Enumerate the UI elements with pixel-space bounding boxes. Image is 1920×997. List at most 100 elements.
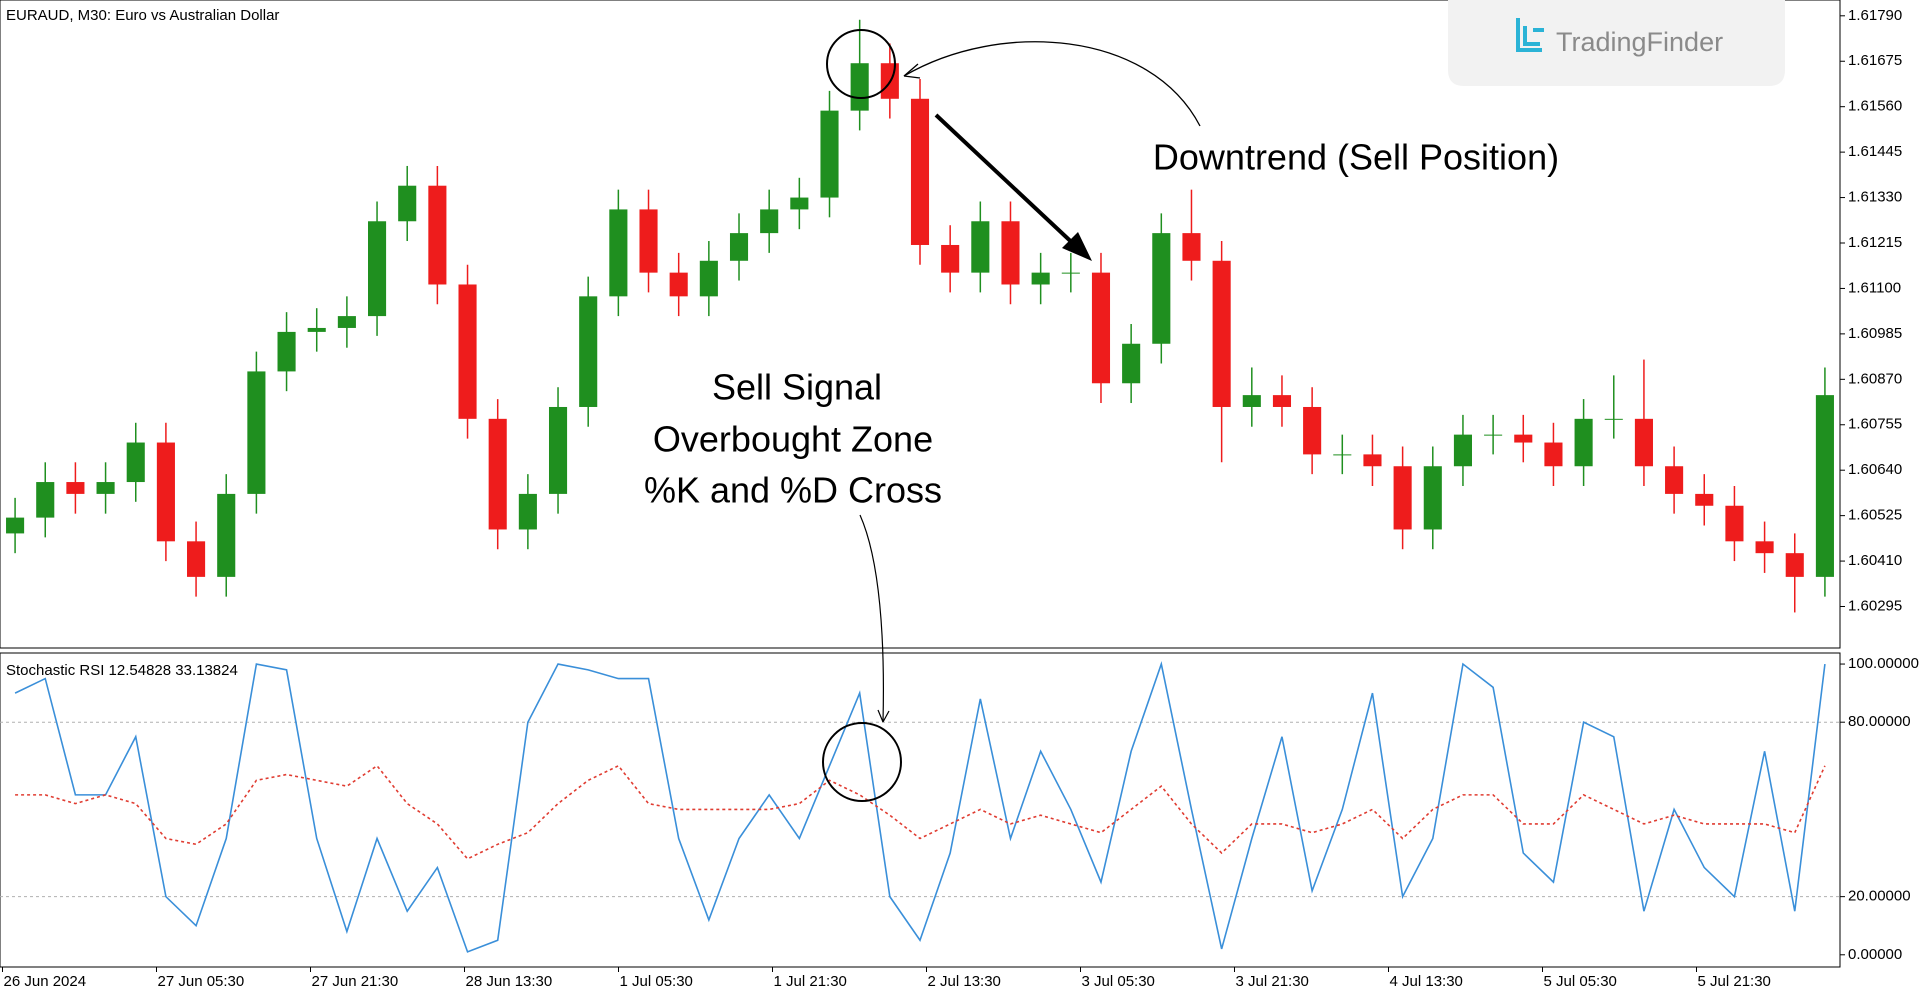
candle-body bbox=[910, 98, 930, 245]
candle-body bbox=[1333, 454, 1352, 456]
candle-body bbox=[398, 185, 417, 222]
x-tick-label: 1 Jul 21:30 bbox=[774, 973, 847, 990]
candle-body bbox=[307, 327, 326, 332]
candle-body bbox=[1815, 395, 1834, 577]
y-tick-label: 1.61675 bbox=[1848, 52, 1902, 69]
marks: 1.61790 1.61675 1.61560 1.61445 1.61330 1.612… bbox=[0, 7, 1919, 990]
annotation: Overbought Zone bbox=[653, 419, 933, 460]
x-tick-label: 5 Jul 21:30 bbox=[1698, 973, 1771, 990]
candle-body bbox=[1001, 221, 1020, 285]
candle-body bbox=[850, 63, 869, 111]
candle-body bbox=[1695, 493, 1714, 506]
y-tick-label: 1.60985 bbox=[1848, 325, 1902, 342]
y-tick-label: 1.61215 bbox=[1848, 234, 1902, 251]
candle-body bbox=[1514, 434, 1533, 443]
candle-body bbox=[247, 371, 266, 494]
watermark-text: TradingFinder bbox=[1556, 27, 1723, 57]
candle-body bbox=[699, 260, 718, 297]
candle-body bbox=[669, 272, 688, 297]
candle-body bbox=[337, 316, 356, 328]
candle-body bbox=[96, 482, 115, 494]
candle-body bbox=[548, 406, 568, 494]
candle-body bbox=[1061, 272, 1080, 274]
trend-arrow bbox=[934, 113, 1082, 252]
y-tick-label: 1.60525 bbox=[1848, 507, 1902, 524]
candle-body bbox=[488, 418, 507, 530]
indicator-line bbox=[14, 661, 1826, 953]
y-tick-label: 1.60640 bbox=[1848, 461, 1902, 478]
price-title: EURAUD, M30: Euro vs Australian Dollar bbox=[6, 7, 279, 24]
candle-body bbox=[1544, 442, 1563, 467]
candle-body bbox=[1152, 233, 1171, 344]
candle-body bbox=[1604, 418, 1623, 420]
candle-body bbox=[1272, 395, 1292, 407]
x-tick-label: 27 Jun 05:30 bbox=[158, 973, 245, 990]
candle-body bbox=[1574, 418, 1593, 467]
y-tick-label: 1.60295 bbox=[1848, 597, 1902, 614]
y-tick-label: 1.60755 bbox=[1848, 416, 1902, 433]
candle-body bbox=[277, 331, 296, 372]
candle-body bbox=[729, 233, 749, 261]
candle-body bbox=[66, 482, 85, 494]
candle-body bbox=[1031, 272, 1050, 285]
candle-body bbox=[579, 296, 598, 407]
logo-icon bbox=[1516, 18, 1544, 52]
candle-body bbox=[1393, 466, 1412, 530]
y-tick-label: 1.60870 bbox=[1848, 370, 1902, 387]
candle-body bbox=[6, 517, 25, 534]
candle-body bbox=[458, 284, 477, 419]
x-tick-label: 3 Jul 21:30 bbox=[1236, 973, 1309, 990]
y-tick-label: 1.61100 bbox=[1848, 279, 1901, 296]
annotation-shapes bbox=[822, 29, 1201, 802]
y-tick-label: 20.00000 bbox=[1848, 888, 1911, 905]
candle-body bbox=[1665, 466, 1684, 494]
candle-body bbox=[187, 541, 206, 577]
x-tick-label: 3 Jul 05:30 bbox=[1082, 973, 1155, 990]
indicator-panel bbox=[0, 652, 1841, 968]
candle-body bbox=[1484, 434, 1503, 436]
y-tick-label: 1.60410 bbox=[1848, 552, 1902, 569]
candle-body bbox=[1634, 418, 1653, 467]
candle-body bbox=[941, 244, 960, 273]
y-tick-label: 1.61445 bbox=[1848, 143, 1902, 160]
candle-body bbox=[126, 442, 145, 483]
candle-body bbox=[1091, 272, 1111, 384]
watermark-box: TradingFinder bbox=[1448, 0, 1785, 86]
x-tick-label: 28 Jun 13:30 bbox=[466, 973, 553, 990]
signal-arrow bbox=[859, 514, 885, 723]
y-tick-label: 0.00000 bbox=[1848, 946, 1902, 963]
candle-body bbox=[1423, 466, 1442, 530]
candle-body bbox=[1785, 553, 1804, 577]
y-tick-label: 1.61790 bbox=[1848, 7, 1902, 24]
candle-body bbox=[36, 482, 55, 518]
candle-body bbox=[1755, 541, 1774, 554]
annotation: Sell Signal bbox=[712, 367, 882, 408]
y-tick-label: 1.61560 bbox=[1848, 98, 1902, 115]
candle-body bbox=[609, 209, 628, 297]
candle-body bbox=[217, 493, 236, 577]
peak-circle bbox=[826, 29, 896, 99]
indicator-title: Stochastic RSI 12.54828 33.13824 bbox=[6, 662, 238, 679]
signal-arrow-head bbox=[877, 709, 890, 723]
cross-circle bbox=[822, 722, 902, 802]
x-tick-label: 26 Jun 2024 bbox=[4, 973, 87, 990]
candle-body bbox=[1725, 505, 1744, 542]
candle-body bbox=[428, 185, 447, 285]
watermark-bg bbox=[1448, 0, 1785, 86]
y-tick-label: 1.61330 bbox=[1848, 189, 1902, 206]
candle-body bbox=[971, 221, 990, 273]
x-tick-label: 4 Jul 13:30 bbox=[1390, 973, 1463, 990]
candle-body bbox=[1242, 395, 1261, 407]
arrow-head bbox=[903, 63, 921, 79]
curved-arrow bbox=[903, 41, 1201, 127]
candle-body bbox=[368, 221, 387, 317]
annotation: Downtrend (Sell Position) bbox=[1153, 137, 1559, 178]
candle-body bbox=[790, 197, 809, 210]
candle-body bbox=[1363, 454, 1382, 467]
trend-arrow-head bbox=[1062, 232, 1092, 261]
candle-body bbox=[1212, 260, 1231, 407]
candle-body bbox=[156, 442, 175, 542]
y-tick-label: 80.00000 bbox=[1848, 713, 1911, 730]
